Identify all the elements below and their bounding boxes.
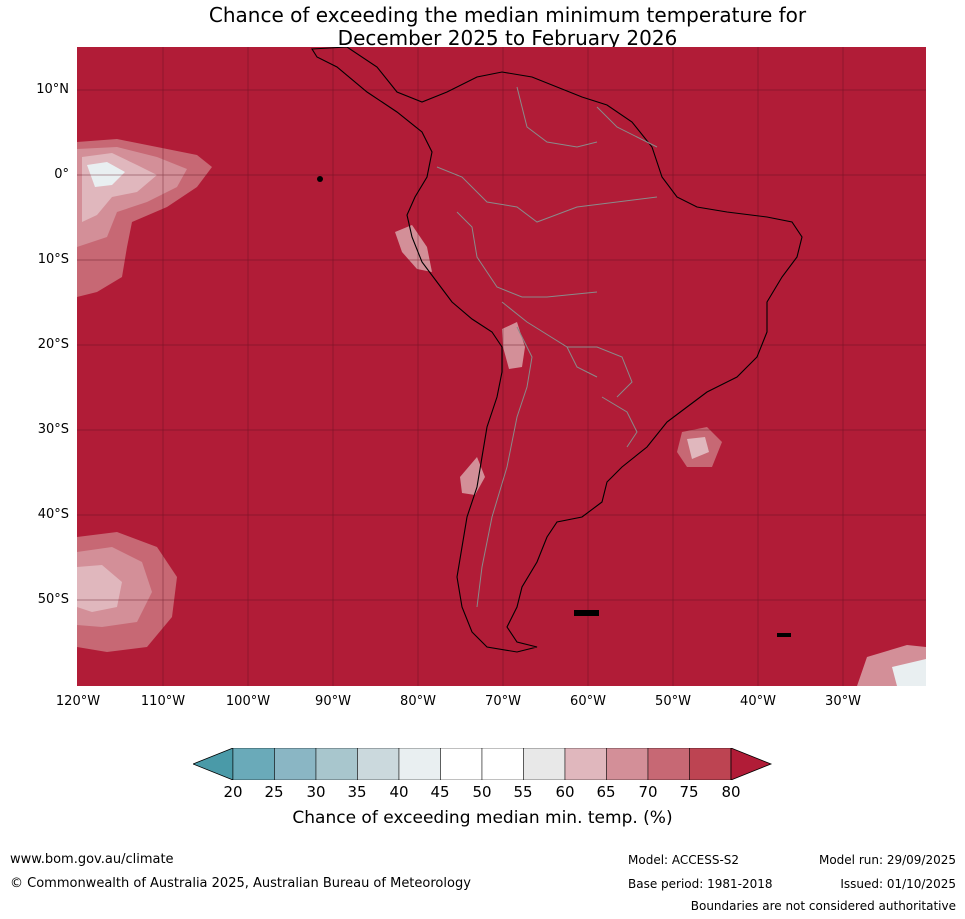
title-line-2: December 2025 to February 2026 — [337, 26, 678, 50]
lat-label-40s: 40°S — [37, 507, 69, 522]
map-panel — [77, 47, 926, 686]
colorbar-bin-70-75 — [647, 748, 690, 780]
colorbar-tick-70: 70 — [638, 783, 658, 801]
colorbar-bin-20-25 — [232, 748, 275, 780]
lon-label-70w: 70°W — [485, 694, 521, 709]
colorbar-tick-25: 25 — [264, 783, 284, 801]
patch-southwest-corner-core — [892, 659, 926, 686]
map-title: Chance of exceeding the median minimum t… — [0, 4, 965, 50]
colorbar-bin-60-65 — [564, 748, 607, 780]
map-canvas — [77, 47, 926, 686]
lat-label-10s: 10°S — [37, 252, 69, 267]
base-period-text: Base period: 1981-2018 — [628, 877, 773, 891]
colorbar-bin-75-80 — [689, 748, 732, 780]
graticule — [77, 47, 926, 686]
colorbar-tick-50: 50 — [472, 783, 492, 801]
lat-label-30s: 30°S — [37, 422, 69, 437]
lon-label-100w: 100°W — [225, 694, 271, 709]
lon-label-90w: 90°W — [315, 694, 351, 709]
colorbar-tick-75: 75 — [679, 783, 699, 801]
disclaimer-text: Boundaries are not considered authoritat… — [690, 899, 956, 913]
lon-label-30w: 30°W — [825, 694, 861, 709]
title-line-1: Chance of exceeding the median minimum t… — [208, 3, 807, 27]
colorbar-bin-55-60 — [523, 748, 566, 780]
islands — [317, 176, 791, 637]
colorbar-tick-65: 65 — [596, 783, 616, 801]
model-run-text: Model run: 29/09/2025 — [818, 853, 956, 867]
colorbar-bin-65-70 — [606, 748, 649, 780]
probability-patches — [77, 139, 926, 686]
colorbar-bin-40-45 — [398, 748, 441, 780]
model-text: Model: ACCESS-S2 — [628, 853, 740, 867]
patch-equatorial-pacific-white — [87, 162, 125, 187]
lon-label-50w: 50°W — [655, 694, 691, 709]
colorbar-bin-35-40 — [357, 748, 400, 780]
lon-label-120w: 120°W — [55, 694, 101, 709]
colorbar-tick-45: 45 — [430, 783, 450, 801]
colorbar — [193, 748, 773, 780]
lon-label-110w: 110°W — [140, 694, 186, 709]
issued-text: Issued: 01/10/2025 — [840, 877, 956, 891]
patch-south-atlantic-core — [687, 437, 709, 459]
colorbar-high-arrow — [730, 748, 773, 780]
south-america-coastline — [311, 47, 803, 653]
lon-label-60w: 60°W — [570, 694, 606, 709]
colorbar-bin-45-50 — [440, 748, 483, 780]
copyright-text: © Commonwealth of Australia 2025, Austra… — [10, 876, 471, 891]
lon-label-40w: 40°W — [740, 694, 776, 709]
colorbar-bin-25-30 — [274, 748, 317, 780]
lat-label-10n: 10°N — [36, 82, 69, 97]
colorbar-tick-30: 30 — [306, 783, 326, 801]
colorbar-label: Chance of exceeding median min. temp. (%… — [292, 808, 673, 828]
colorbar-tick-20: 20 — [223, 783, 243, 801]
lat-label-0: 0° — [54, 167, 69, 182]
lat-label-50s: 50°S — [37, 592, 69, 607]
website-link[interactable]: www.bom.gov.au/climate — [10, 852, 174, 867]
patch-central-chile — [460, 457, 485, 495]
lat-label-20s: 20°S — [37, 337, 69, 352]
colorbar-bin-50-55 — [481, 748, 524, 780]
patch-andes-north-chile — [502, 322, 525, 369]
colorbar-tick-35: 35 — [347, 783, 367, 801]
colorbar-tick-80: 80 — [721, 783, 741, 801]
colorbar-tick-60: 60 — [555, 783, 575, 801]
patch-peru-coast — [395, 225, 432, 272]
colorbar-low-arrow — [193, 748, 234, 780]
colorbar-tick-55: 55 — [513, 783, 533, 801]
lon-label-80w: 80°W — [400, 694, 436, 709]
colorbar-bin-30-35 — [315, 748, 358, 780]
colorbar-tick-40: 40 — [389, 783, 409, 801]
country-borders — [436, 86, 658, 608]
